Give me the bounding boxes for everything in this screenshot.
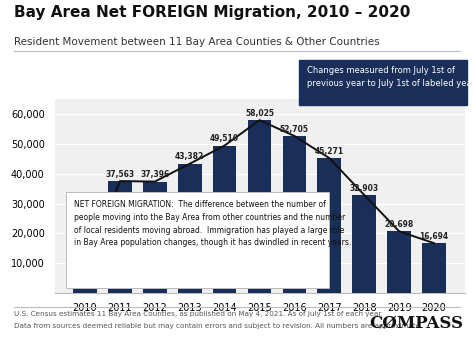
- Text: CØMPASS: CØMPASS: [370, 314, 464, 331]
- Text: 7,184: 7,184: [73, 260, 97, 269]
- Text: 37,563: 37,563: [105, 170, 135, 179]
- Bar: [352, 195, 376, 293]
- Bar: [213, 146, 237, 293]
- Bar: [422, 243, 446, 293]
- Bar: [247, 120, 272, 293]
- Text: Changes measured from July 1st of
previous year to July 1st of labeled year.: Changes measured from July 1st of previo…: [307, 66, 474, 88]
- Text: NET FOREIGN MIGRATION:  The difference between the number of
people moving into : NET FOREIGN MIGRATION: The difference be…: [74, 200, 352, 247]
- Text: 43,382: 43,382: [175, 152, 204, 162]
- Bar: [108, 181, 132, 293]
- Text: 16,694: 16,694: [419, 232, 448, 241]
- Text: Bay Area Net FOREIGN Migration, 2010 – 2020: Bay Area Net FOREIGN Migration, 2010 – 2…: [14, 5, 410, 20]
- Bar: [143, 181, 167, 293]
- Bar: [178, 164, 201, 293]
- Text: U.S. Census estimates 11 Bay Area Counties, as published on May 4, 2021. As of J: U.S. Census estimates 11 Bay Area Counti…: [14, 311, 383, 317]
- Text: 52,705: 52,705: [280, 125, 309, 133]
- Text: Data from sources deemed reliable but may contain errors and subject to revision: Data from sources deemed reliable but ma…: [14, 323, 423, 329]
- Text: 49,510: 49,510: [210, 134, 239, 143]
- Bar: [283, 136, 306, 293]
- Bar: [387, 231, 411, 293]
- Bar: [318, 158, 341, 293]
- Text: 58,025: 58,025: [245, 109, 274, 118]
- Text: 37,396: 37,396: [140, 170, 169, 179]
- Text: 32,903: 32,903: [350, 184, 379, 192]
- Bar: [73, 272, 97, 293]
- Text: 20,698: 20,698: [384, 220, 414, 229]
- Text: Resident Movement between 11 Bay Area Counties & Other Countries: Resident Movement between 11 Bay Area Co…: [14, 37, 380, 47]
- Text: 45,271: 45,271: [315, 147, 344, 156]
